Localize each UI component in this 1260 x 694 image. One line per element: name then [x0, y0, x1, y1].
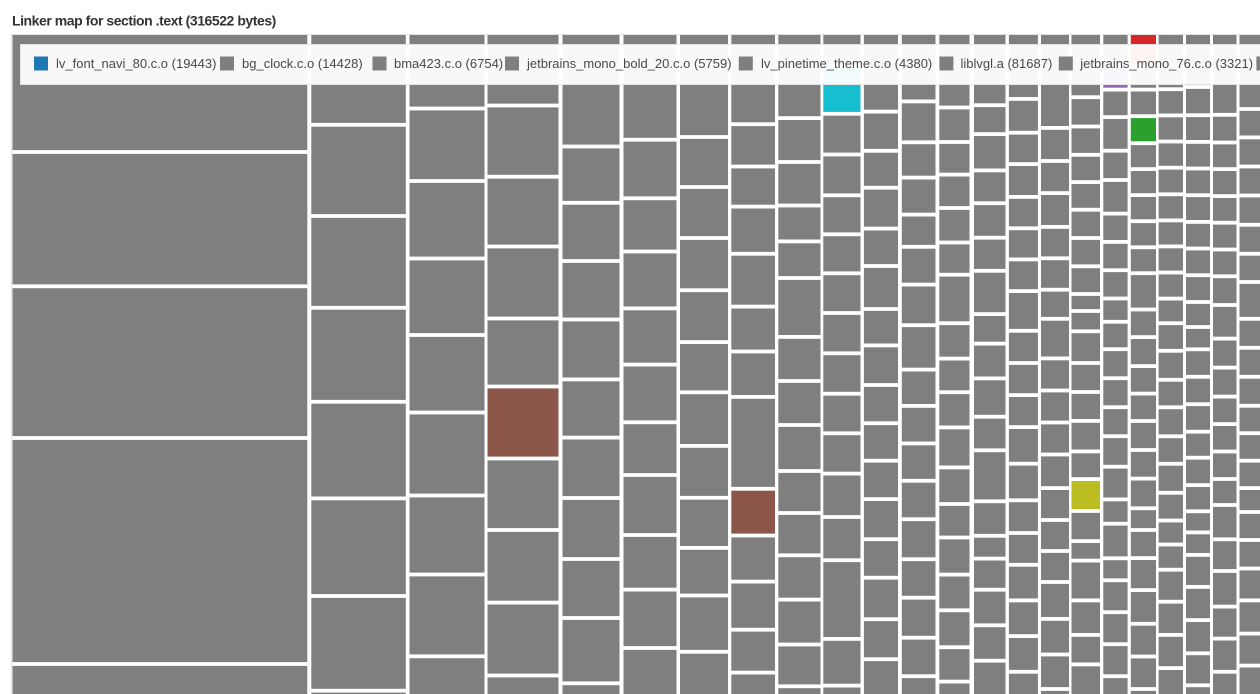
svg-text:bma423.c.o (6754): bma423.c.o (6754)	[394, 56, 503, 71]
svg-text:jetbrains_mono_bold_20.c.o (57: jetbrains_mono_bold_20.c.o (5759)	[526, 56, 732, 71]
svg-text:lv_pinetime_theme.c.o (4380): lv_pinetime_theme.c.o (4380)	[761, 56, 932, 71]
svg-text:lv_font_navi_80.c.o (19443): lv_font_navi_80.c.o (19443)	[56, 56, 216, 71]
svg-text:bg_clock.c.o (14428): bg_clock.c.o (14428)	[242, 56, 363, 71]
svg-text:Linker map for section .text (: Linker map for section .text (316522 byt…	[12, 13, 276, 29]
svg-text:liblvgl.a (81687): liblvgl.a (81687)	[961, 56, 1053, 71]
svg-text:jetbrains_mono_76.c.o (3321): jetbrains_mono_76.c.o (3321)	[1079, 56, 1253, 71]
